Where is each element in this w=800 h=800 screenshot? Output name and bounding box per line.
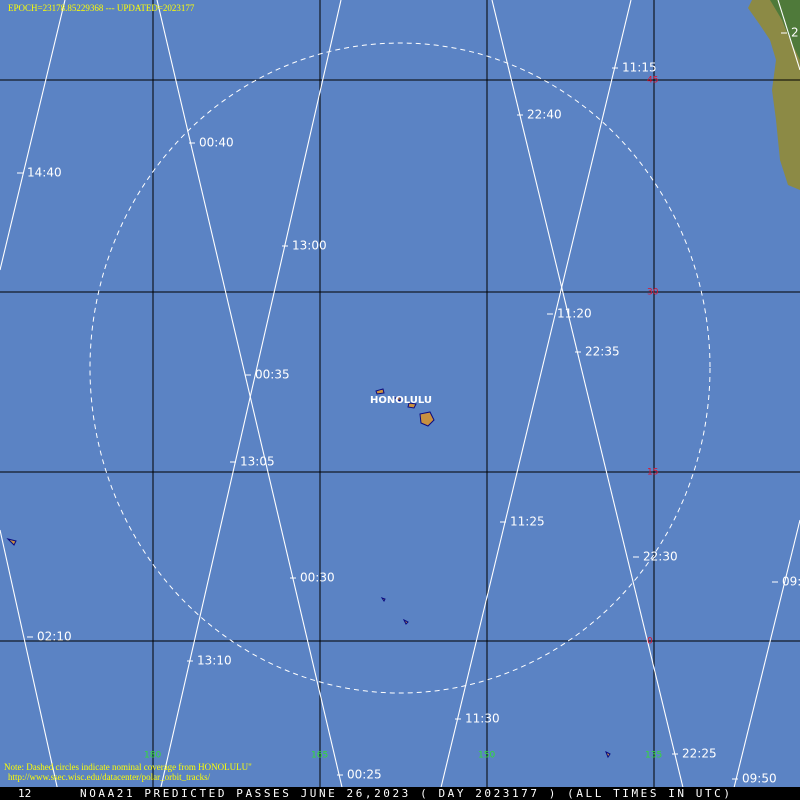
- lat-label: 45: [647, 76, 658, 86]
- time-label: 13:05: [240, 455, 275, 469]
- track: [156, 0, 346, 800]
- time-label: 11:30: [465, 712, 500, 726]
- lat-label: 15: [647, 468, 658, 478]
- time-label: 02:10: [37, 630, 72, 644]
- time-label: 00:35: [255, 368, 290, 382]
- place-label: HONOLULU: [370, 395, 432, 406]
- epoch: EPOCH=23178.85229368 --- UPDATED=2023177: [8, 3, 195, 13]
- track: [777, 0, 800, 71]
- time-label: 22:25: [682, 747, 717, 761]
- track: [157, 0, 342, 800]
- time-label: 09:: [782, 575, 800, 589]
- note: Note: Dashed circles indicate nominal co…: [4, 762, 252, 772]
- time-label: 11:15: [622, 61, 657, 75]
- lat-label: 30: [647, 288, 659, 298]
- track: [730, 519, 800, 800]
- islands: [6, 388, 611, 759]
- footer-title: NOAA21 PREDICTED PASSES JUNE 26,2023 ( D…: [80, 787, 730, 800]
- time-label: 14:40: [27, 166, 62, 180]
- time-label: 13:00: [292, 239, 327, 253]
- page-number: 12: [18, 787, 31, 800]
- time-label: 00:25: [347, 768, 382, 782]
- note-url: http://www.ssec.wisc.edu/datacenter/pola…: [8, 772, 211, 782]
- time-label: 11:25: [510, 515, 545, 529]
- time-label: 2: [791, 26, 799, 40]
- time-label: 00:30: [300, 571, 335, 585]
- time-label: 22:35: [585, 345, 620, 359]
- lat-label: 0: [647, 637, 653, 647]
- track: [0, 529, 61, 800]
- lon-label: 180: [144, 751, 161, 761]
- coverage-circle: [89, 42, 711, 694]
- time-label: 11:20: [557, 307, 592, 321]
- time-label: 13:10: [197, 654, 232, 668]
- lon-label: 165: [311, 751, 328, 761]
- time-label: 22:30: [643, 550, 678, 564]
- time-label: 22:40: [527, 108, 562, 122]
- time-label: 00:40: [199, 136, 234, 150]
- lon-label: 150: [478, 751, 495, 761]
- track: [0, 0, 66, 271]
- footer-bar: [0, 787, 800, 800]
- track: [491, 0, 687, 800]
- track: [437, 0, 632, 800]
- lon-label: 135: [645, 751, 662, 761]
- coastline: [748, 0, 800, 190]
- time-label: 09:50: [742, 772, 777, 786]
- labels: 45 30 15 0 180 165 150 135 HONOLULU EPOC…: [4, 3, 800, 785]
